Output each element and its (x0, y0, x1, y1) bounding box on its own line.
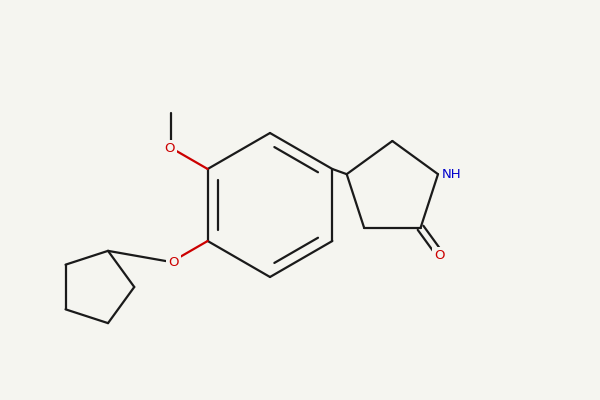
Text: O: O (168, 256, 179, 268)
Text: NH: NH (442, 168, 462, 181)
Text: O: O (434, 249, 445, 262)
Text: O: O (164, 142, 175, 154)
